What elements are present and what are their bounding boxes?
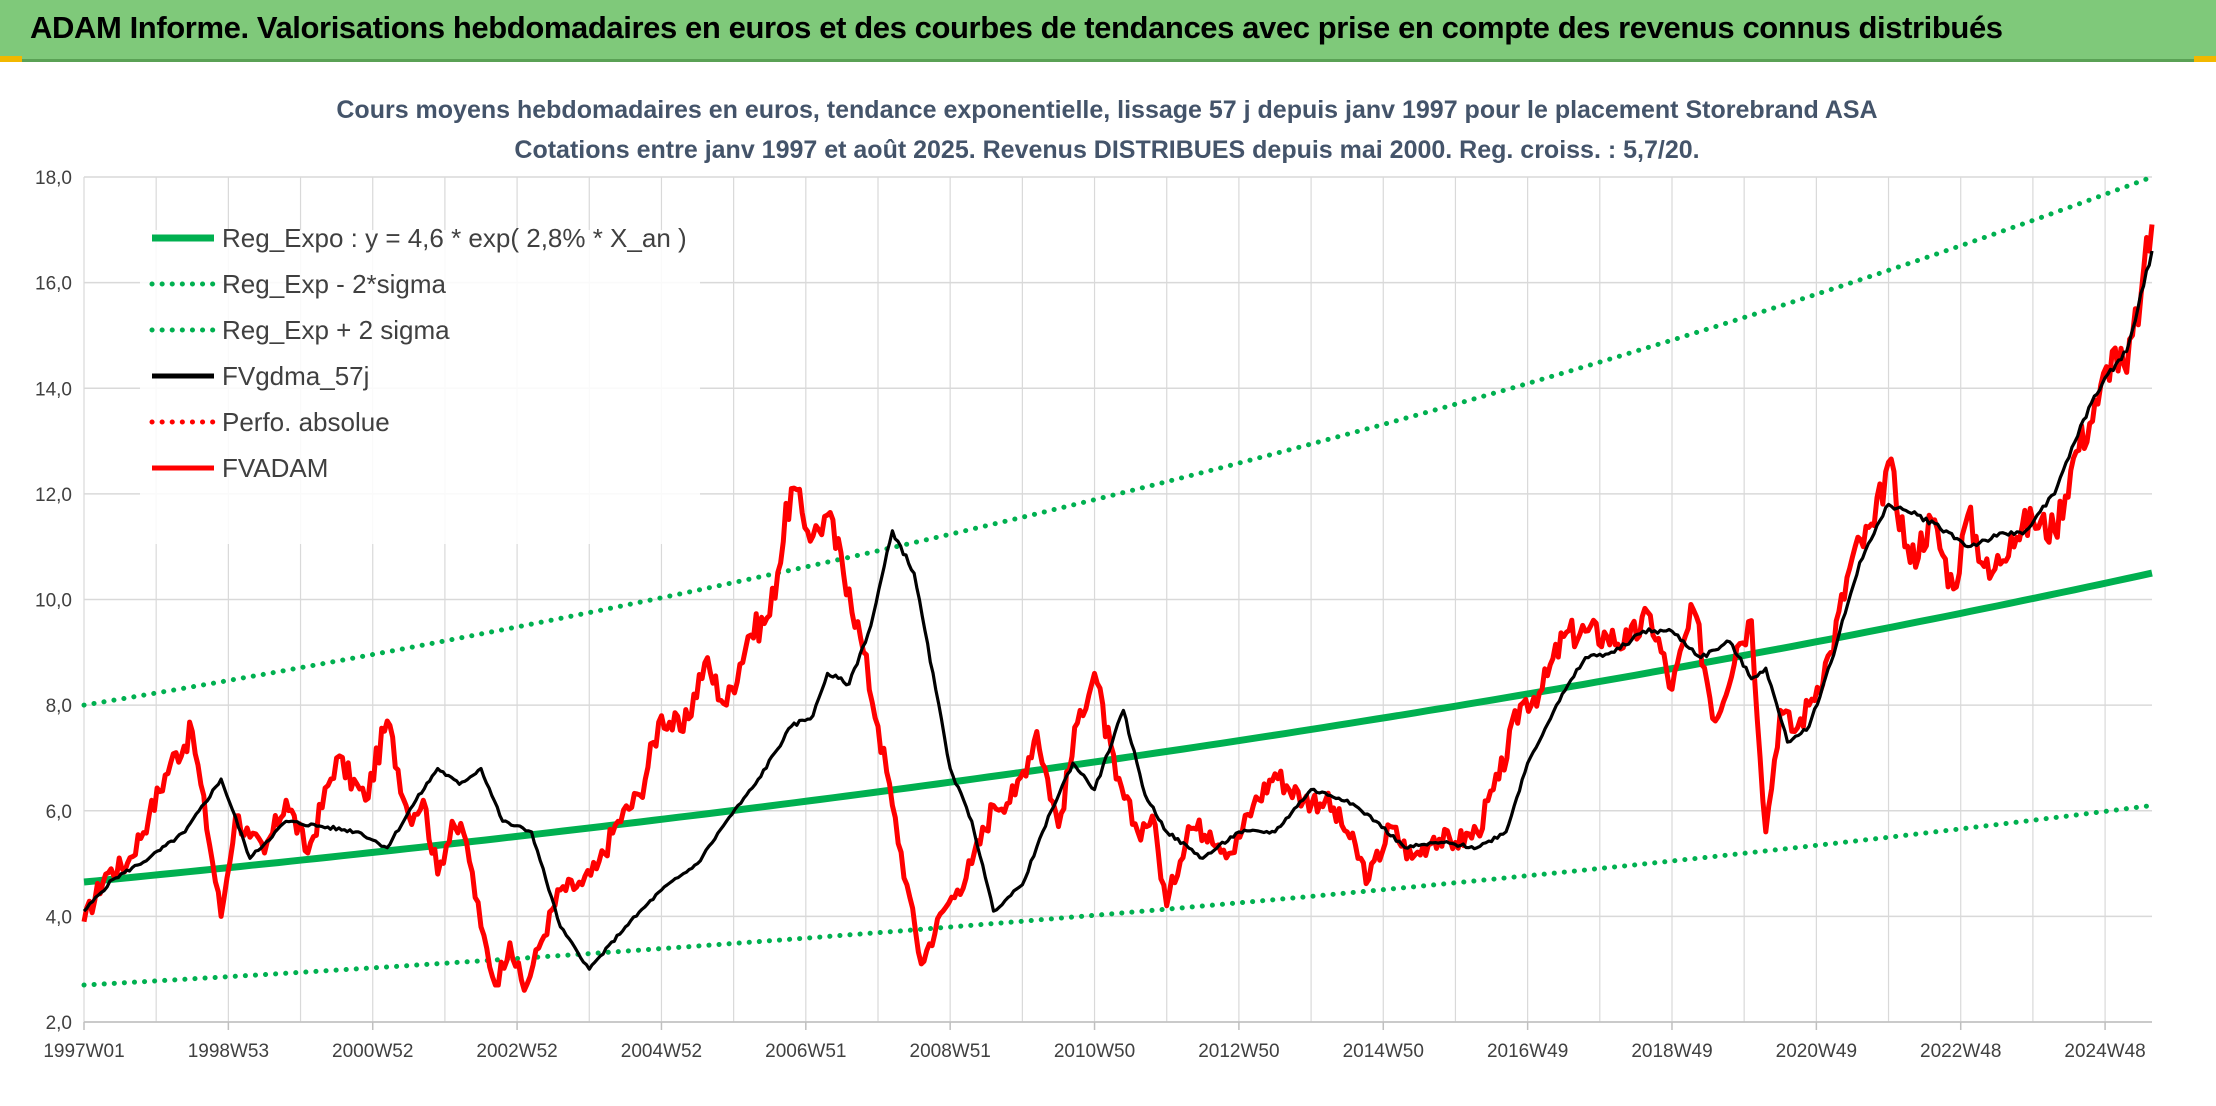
x-tick-label: 2020W49 <box>1776 1041 1857 1062</box>
x-tick-label: 2022W48 <box>1920 1041 2001 1062</box>
x-tick-label: 2024W48 <box>2064 1041 2145 1062</box>
x-tick-label: 1997W01 <box>43 1041 124 1062</box>
series-group <box>81 174 2155 993</box>
x-tick-label: 2014W50 <box>1343 1041 1424 1062</box>
legend-label: FVgdma_57j <box>222 361 369 391</box>
report-title: ADAM Informe. Valorisations hebdomadaire… <box>30 10 2003 45</box>
y-tick-label: 2,0 <box>46 1013 72 1034</box>
legend-box <box>140 230 700 544</box>
x-tick-label: 2000W52 <box>332 1041 413 1062</box>
legend: Reg_Expo : y = 4,6 * exp( 2,8% * X_an ) R… <box>140 223 700 544</box>
x-tick-label: 1998W53 <box>188 1041 269 1062</box>
y-tick-label: 18,0 <box>35 168 72 189</box>
y-tick-label: 6,0 <box>46 802 72 823</box>
y-tick-label: 12,0 <box>35 485 72 506</box>
x-tick-label: 2016W49 <box>1487 1041 1568 1062</box>
x-tick-label: 2006W51 <box>765 1041 846 1062</box>
chart-subtitle: Cotations entre janv 1997 et août 2025. … <box>514 136 1699 164</box>
y-tick-label: 4,0 <box>46 907 72 928</box>
series-line-3 <box>82 250 2154 971</box>
y-tick-label: 16,0 <box>35 274 72 295</box>
series-line-5 <box>81 224 2155 993</box>
banner-corner-right <box>2194 56 2216 62</box>
x-tick-label: 2012W50 <box>1198 1041 1279 1062</box>
legend-label: FVADAM <box>222 453 328 483</box>
axes: 2,0 4,0 6,0 8,0 10,0 12,0 14,0 16,0 18,0 1997W01 1… <box>35 168 2152 1062</box>
line-chart: Cours moyens hebdomadaires en euros, ten… <box>0 62 2216 1106</box>
legend-label: Perfo. absolue <box>222 407 390 437</box>
legend-label: Reg_Exp + 2 sigma <box>222 315 450 345</box>
legend-label: Reg_Exp - 2*sigma <box>222 269 447 299</box>
chart-area: Cours moyens hebdomadaires en euros, ten… <box>0 62 2216 1106</box>
x-tick-label: 2008W51 <box>910 1041 991 1062</box>
report-banner: ADAM Informe. Valorisations hebdomadaire… <box>0 0 2216 62</box>
y-tick-label: 8,0 <box>46 696 72 717</box>
chart-title: Cours moyens hebdomadaires en euros, ten… <box>336 96 1877 124</box>
x-tick-label: 2004W52 <box>621 1041 702 1062</box>
series-line-1 <box>81 803 2155 988</box>
y-tick-label: 10,0 <box>35 591 72 612</box>
x-tick-label: 2018W49 <box>1631 1041 1712 1062</box>
chart-background <box>0 62 2216 1106</box>
x-tick-label: 2010W50 <box>1054 1041 1135 1062</box>
y-tick-label: 14,0 <box>35 379 72 400</box>
banner-corner-left <box>0 56 22 62</box>
x-tick-label: 2002W52 <box>476 1041 557 1062</box>
legend-label: Reg_Expo : y = 4,6 * exp( 2,8% * X_an ) <box>222 223 687 253</box>
